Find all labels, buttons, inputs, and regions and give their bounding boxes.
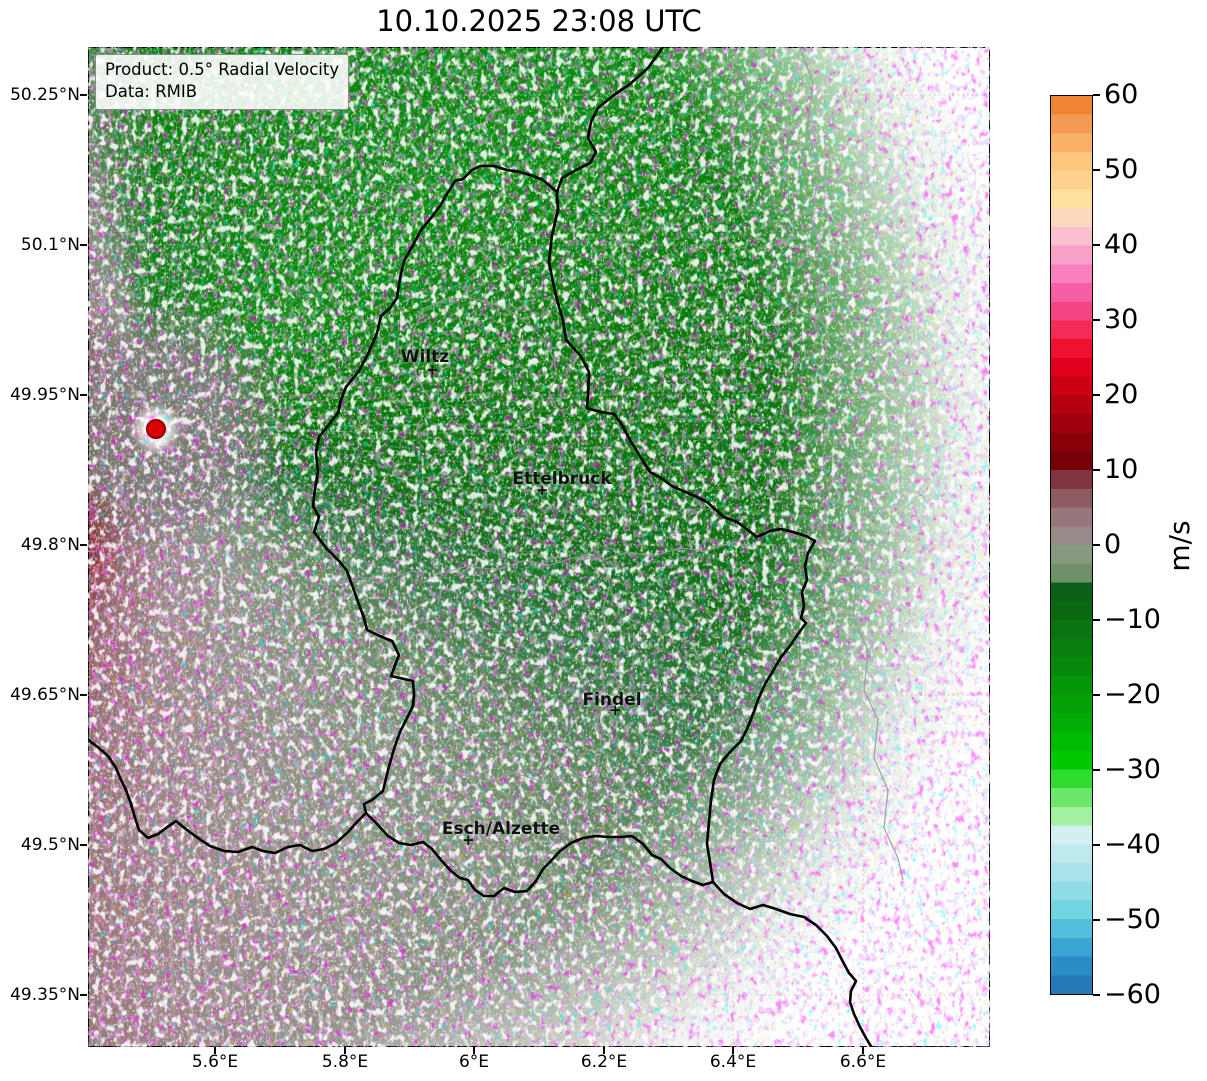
x-axis-tick-label: 6°E bbox=[458, 1052, 490, 1072]
colorbar-tick-mark bbox=[1093, 394, 1100, 396]
x-axis-tick-mark bbox=[603, 1047, 605, 1054]
city-marker: + bbox=[426, 361, 439, 379]
colorbar-tick-mark bbox=[1093, 919, 1100, 921]
y-axis-tick-label: 49.5°N bbox=[20, 835, 80, 855]
radar-site-marker bbox=[146, 419, 166, 439]
colorbar-tick-label: −50 bbox=[1104, 904, 1161, 935]
product-label: Product: 0.5° Radial Velocity bbox=[105, 60, 340, 79]
y-axis-tick-mark bbox=[80, 94, 87, 96]
city-label: Wiltz bbox=[400, 347, 450, 367]
velocity-field bbox=[89, 48, 989, 1046]
map-plot-area bbox=[88, 47, 990, 1047]
x-axis-tick-mark bbox=[214, 1047, 216, 1054]
city-marker: + bbox=[609, 701, 622, 719]
colorbar-tick-mark bbox=[1093, 319, 1100, 321]
y-axis-tick-label: 50.25°N bbox=[10, 85, 80, 105]
y-axis-tick-mark bbox=[80, 394, 87, 396]
y-axis-tick-mark bbox=[80, 544, 87, 546]
colorbar-tick-mark bbox=[1093, 694, 1100, 696]
colorbar-tick-mark bbox=[1093, 469, 1100, 471]
x-axis-tick-mark bbox=[862, 1047, 864, 1054]
colorbar-tick-mark bbox=[1093, 769, 1100, 771]
x-axis-tick-label: 6.4°E bbox=[709, 1052, 757, 1072]
y-axis-tick-label: 49.95°N bbox=[10, 385, 80, 405]
colorbar-gradient bbox=[1050, 95, 1093, 995]
product-info-box: Product: 0.5° Radial Velocity Data: RMIB bbox=[95, 54, 350, 110]
colorbar-tick-label: −10 bbox=[1104, 604, 1161, 635]
y-axis-tick-mark bbox=[80, 994, 87, 996]
colorbar-tick-label: 10 bbox=[1104, 454, 1139, 485]
y-axis-tick-label: 49.8°N bbox=[20, 535, 80, 555]
y-axis-tick-mark bbox=[80, 694, 87, 696]
y-axis-tick-label: 50.1°N bbox=[20, 235, 80, 255]
y-axis-tick-label: 49.65°N bbox=[10, 685, 80, 705]
colorbar-tick-label: 50 bbox=[1104, 154, 1139, 185]
colorbar-tick-mark bbox=[1093, 244, 1100, 246]
colorbar-tick-label: 0 bbox=[1104, 529, 1122, 560]
colorbar-tick-mark bbox=[1093, 844, 1100, 846]
y-axis-tick-label: 49.35°N bbox=[10, 985, 80, 1005]
colorbar-tick-mark bbox=[1093, 994, 1100, 996]
figure-title: 10.10.2025 23:08 UTC bbox=[376, 4, 702, 38]
data-source-label: Data: RMIB bbox=[105, 82, 198, 102]
city-marker: + bbox=[536, 481, 549, 499]
x-axis-tick-label: 6.2°E bbox=[580, 1052, 628, 1072]
city-marker: + bbox=[462, 831, 475, 849]
x-axis-tick-mark bbox=[473, 1047, 475, 1054]
colorbar-unit-label: m/s bbox=[1162, 520, 1196, 572]
colorbar-tick-mark bbox=[1093, 619, 1100, 621]
colorbar-tick-label: 60 bbox=[1104, 79, 1139, 110]
colorbar-tick-label: 30 bbox=[1104, 304, 1139, 335]
city-label: Ettelbruck bbox=[512, 469, 612, 489]
y-axis-tick-mark bbox=[80, 844, 87, 846]
colorbar-tick-label: −30 bbox=[1104, 754, 1161, 785]
x-axis-tick-label: 5.6°E bbox=[191, 1052, 239, 1072]
city-label: Findel bbox=[582, 690, 642, 710]
x-axis-tick-mark bbox=[732, 1047, 734, 1054]
colorbar-tick-mark bbox=[1093, 94, 1100, 96]
colorbar-tick-label: −60 bbox=[1104, 979, 1161, 1010]
x-axis-tick-label: 5.8°E bbox=[321, 1052, 369, 1072]
city-label: Esch/Alzette bbox=[441, 819, 561, 839]
y-axis-tick-mark bbox=[80, 244, 87, 246]
colorbar-tick-label: −40 bbox=[1104, 829, 1161, 860]
colorbar-tick-mark bbox=[1093, 544, 1100, 546]
x-axis-tick-label: 6.6°E bbox=[839, 1052, 887, 1072]
colorbar-tick-label: 40 bbox=[1104, 229, 1139, 260]
colorbar-tick-label: −20 bbox=[1104, 679, 1161, 710]
colorbar-tick-label: 20 bbox=[1104, 379, 1139, 410]
x-axis-tick-mark bbox=[344, 1047, 346, 1054]
colorbar-tick-mark bbox=[1093, 169, 1100, 171]
